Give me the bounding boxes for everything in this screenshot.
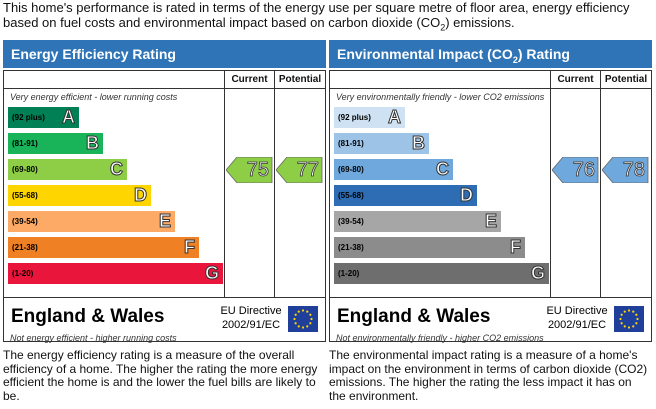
intro-text: This home's performance is rated in term… [3,0,630,33]
rating-band-d: (55-68) D [8,185,151,206]
bottom-note: Not energy efficient - higher running co… [10,333,177,343]
rating-band-g: (1-20) G [8,263,223,284]
band-range-label: (92 plus) [12,113,45,122]
rating-band-f: (21-38) F [8,237,199,258]
eu-directive: EU Directive 2002/91/EC [546,305,608,331]
rating-band-c: (69-80) C [8,159,127,180]
potential-column-header: Potential [600,71,651,89]
band-letter: E [158,211,171,231]
band-range-label: (81-91) [338,139,364,148]
band-range-label: (21-38) [338,243,364,252]
band-letter: C [436,159,450,179]
potential-rating-value: 78 [622,159,645,182]
band-range-label: (39-54) [338,217,364,226]
band-range-label: (1-20) [12,269,34,278]
environmental-impact-panel: Environmental Impact (CO2) Rating Curren… [329,40,652,343]
band-letter: A [62,107,76,127]
eu-flag-icon [288,306,318,332]
region-label: England & Wales [337,306,491,327]
top-note: Very environmentally friendly - lower CO… [336,92,545,102]
current-rating-value: 75 [246,159,269,182]
current-rating-value: 76 [572,159,595,182]
band-letter: E [484,211,497,231]
bottom-note: Not environmentally friendly - higher CO… [336,333,544,343]
rating-band-e: (39-54) E [334,211,501,232]
rating-band-a: (92 plus) A [334,107,405,128]
band-letter: C [110,159,124,179]
rating-band-b: (81-91) B [8,133,103,154]
rating-band-d: (55-68) D [334,185,477,206]
potential-rating-value: 77 [296,159,319,182]
environmental-description: The environmental impact rating is a mea… [329,348,648,403]
energy-efficiency-title: Energy Efficiency Rating [3,40,326,68]
energy-footer: England & Wales EU Directive 2002/91/EC [4,297,325,342]
rating-band-c: (69-80) C [334,159,453,180]
rating-band-e: (39-54) E [8,211,175,232]
rating-band-b: (81-91) B [334,133,429,154]
potential-column-header: Potential [274,71,325,89]
band-letter: B [86,133,100,153]
band-range-label: (81-91) [12,139,38,148]
band-range-label: (69-80) [338,165,364,174]
energy-rating-table: Current Potential Very energy efficient … [3,70,326,343]
energy-efficiency-panel: Energy Efficiency Rating Current Potenti… [3,40,326,343]
current-rating-arrow: 75 [225,156,273,184]
eu-flag-icon [614,306,644,332]
band-letter: F [510,237,522,257]
region-label: England & Wales [11,306,165,327]
current-column-header: Current [224,71,274,89]
rating-band-f: (21-38) F [334,237,525,258]
band-range-label: (55-68) [338,191,364,200]
band-letter: G [530,263,545,283]
band-letter: D [460,185,474,205]
energy-description: The energy efficiency rating is a measur… [3,348,318,403]
environmental-rating-table: Current Potential Very environmentally f… [329,70,652,343]
top-note: Very energy efficient - lower running co… [10,92,178,102]
eu-directive: EU Directive 2002/91/EC [220,305,282,331]
band-letter: B [412,133,426,153]
band-range-label: (21-38) [12,243,38,252]
current-rating-arrow: 76 [551,156,599,184]
band-letter: G [204,263,219,283]
band-range-label: (69-80) [12,165,38,174]
band-range-label: (55-68) [12,191,38,200]
environmental-impact-title: Environmental Impact (CO2) Rating [329,40,652,68]
current-column-header: Current [550,71,600,89]
rating-band-a: (92 plus) A [8,107,79,128]
band-range-label: (92 plus) [338,113,371,122]
environmental-footer: England & Wales EU Directive 2002/91/EC [330,297,651,342]
band-range-label: (39-54) [12,217,38,226]
rating-band-g: (1-20) G [334,263,549,284]
band-letter: F [184,237,196,257]
potential-rating-arrow: 77 [275,156,323,184]
band-letter: D [134,185,148,205]
band-letter: A [388,107,402,127]
potential-rating-arrow: 78 [601,156,649,184]
band-range-label: (1-20) [338,269,360,278]
